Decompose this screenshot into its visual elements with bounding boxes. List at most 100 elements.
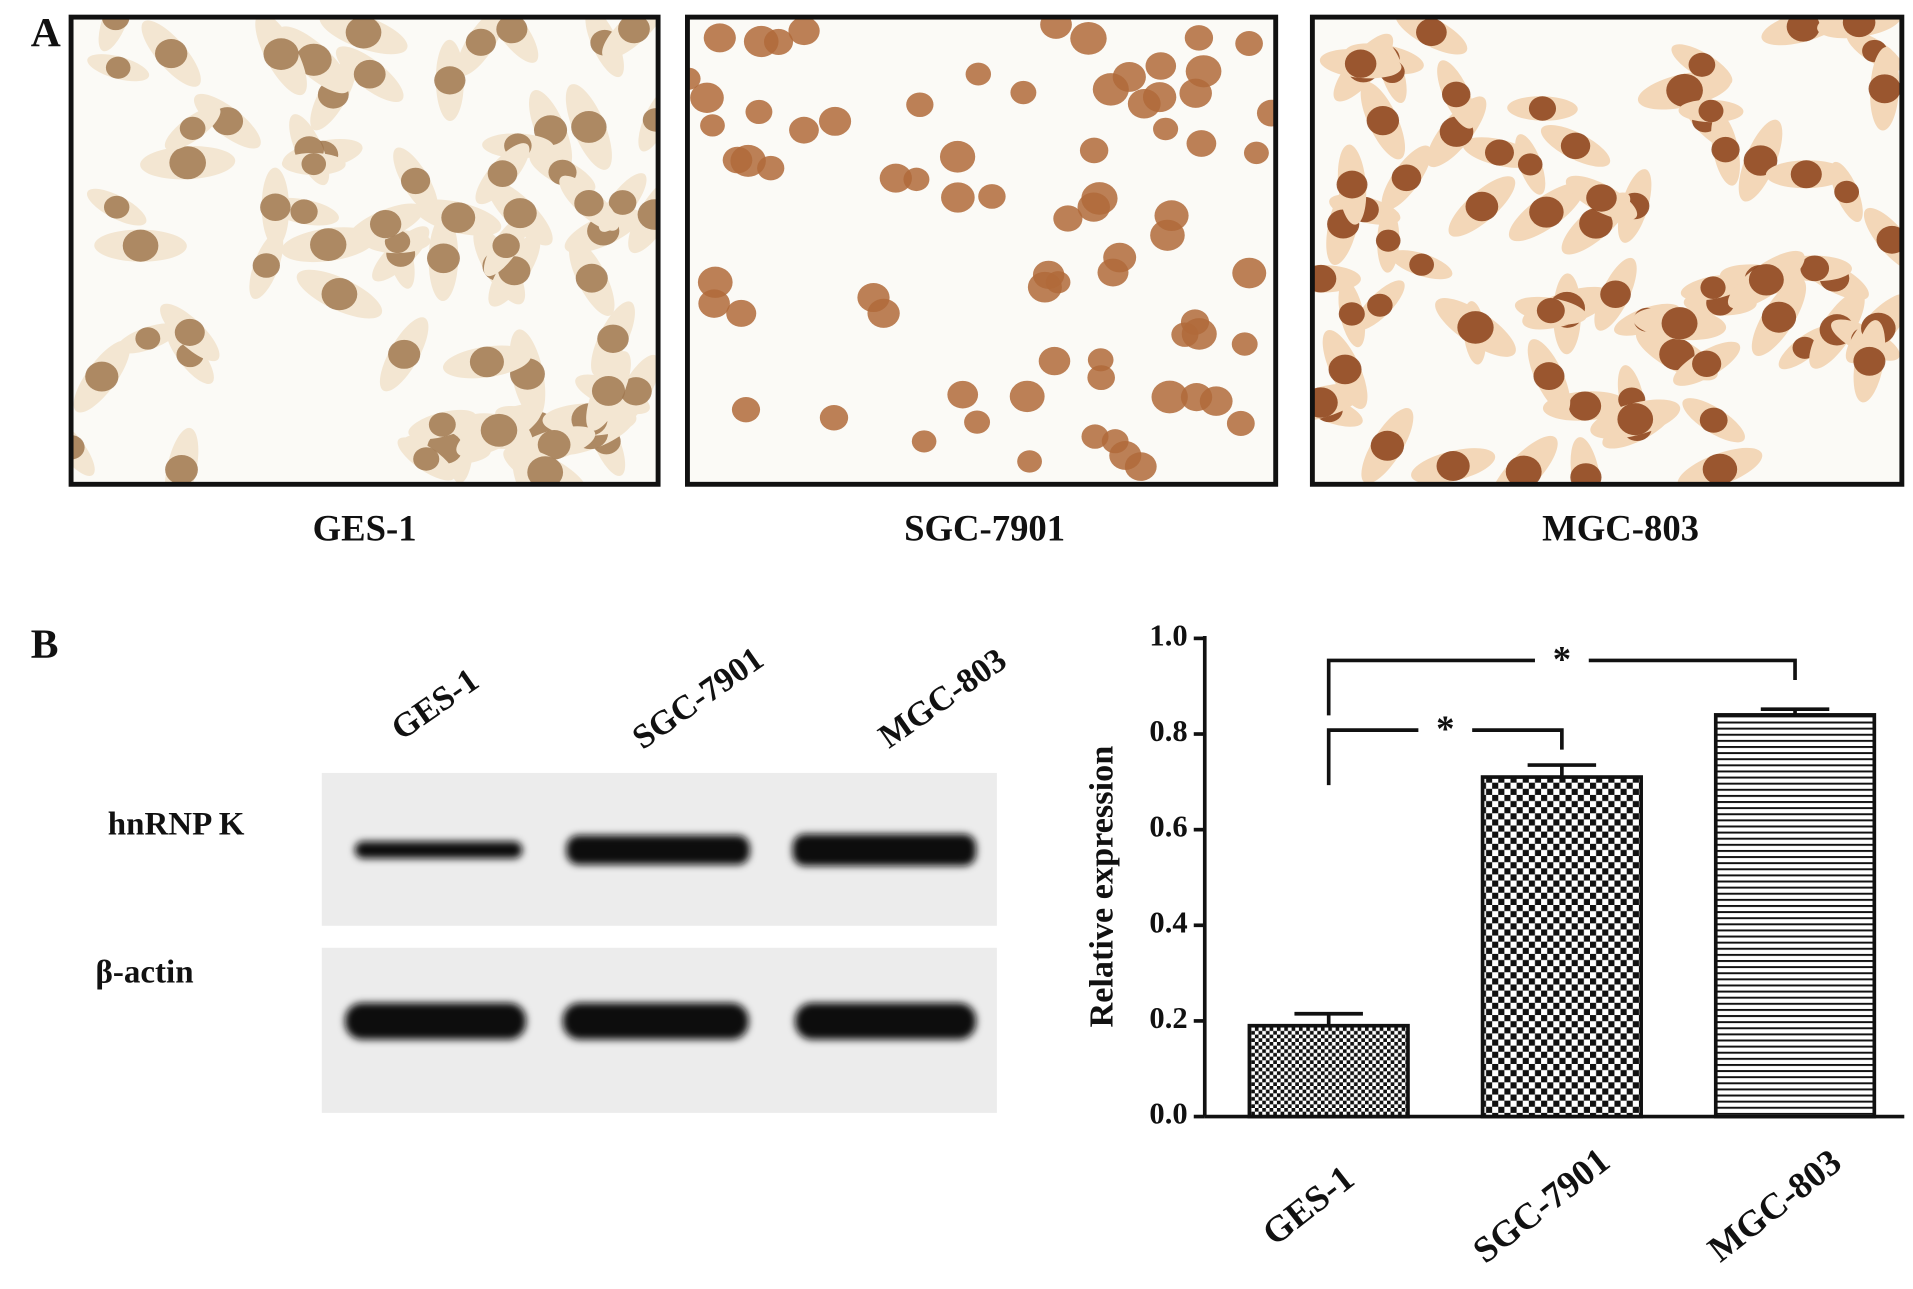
nucleus — [252, 253, 280, 278]
nucleus — [400, 167, 431, 195]
y-tick-label: 1.0 — [1149, 618, 1187, 652]
nucleus — [903, 167, 930, 192]
x-tick-label: SGC-7901 — [1465, 1139, 1617, 1270]
nucleus — [85, 361, 119, 392]
nucleus — [1661, 307, 1698, 340]
nucleus — [1231, 332, 1258, 356]
band — [566, 835, 750, 865]
nucleus — [1079, 137, 1109, 164]
nucleus — [135, 327, 161, 350]
nucleus — [1370, 430, 1405, 461]
nucleus — [165, 454, 198, 485]
nucleus — [1702, 453, 1738, 485]
nucleus — [697, 266, 733, 298]
nucleus — [295, 43, 332, 76]
nucleus — [703, 23, 736, 53]
x-tick-label: GES-1 — [1254, 1157, 1361, 1253]
nucleus — [427, 243, 460, 274]
nucleus — [413, 447, 440, 471]
nucleus — [537, 430, 571, 460]
nucleus — [1600, 280, 1631, 309]
nucleus — [1505, 455, 1542, 485]
nucleus — [1533, 362, 1565, 391]
nucleus — [911, 430, 937, 453]
nucleus — [1484, 139, 1514, 166]
nucleus — [1366, 106, 1400, 136]
micrograph — [68, 14, 661, 487]
nucleus — [1441, 81, 1471, 108]
nucleus — [947, 380, 979, 409]
nucleus — [1688, 52, 1716, 77]
nucleus — [1038, 346, 1071, 376]
nucleus — [745, 99, 773, 125]
nucleus — [1666, 73, 1703, 107]
nucleus — [487, 160, 518, 187]
y-tick-label: 0.8 — [1149, 714, 1187, 748]
nucleus — [1109, 441, 1142, 470]
nucleus — [1579, 208, 1613, 239]
nucleus — [1517, 153, 1543, 176]
nucleus — [879, 163, 912, 193]
micrograph-frame — [685, 14, 1279, 487]
panel-label: B — [31, 621, 59, 667]
nucleus — [169, 146, 206, 180]
nucleus — [1876, 225, 1902, 254]
nucleus — [1179, 78, 1212, 108]
nucleus — [1436, 451, 1470, 481]
nucleus — [1232, 257, 1267, 289]
bar — [1480, 775, 1643, 1119]
nucleus — [1790, 160, 1822, 189]
nucleus — [1692, 350, 1722, 377]
nucleus — [788, 17, 820, 46]
blot-row-label: β-actin — [96, 954, 194, 990]
nucleus — [492, 233, 520, 259]
significance-bracket — [1326, 658, 1797, 716]
y-tick-label: 0.4 — [1149, 905, 1187, 939]
nucleus — [867, 298, 900, 328]
nucleus — [1344, 49, 1377, 78]
nucleus — [1868, 74, 1901, 104]
nucleus — [465, 28, 496, 56]
nucleus — [574, 189, 604, 217]
nucleus — [1070, 21, 1107, 55]
nucleus — [575, 263, 608, 293]
nucleus — [1568, 391, 1602, 421]
nucleus — [965, 62, 992, 86]
nucleus — [1409, 253, 1434, 276]
nucleus — [1536, 298, 1565, 324]
nucleus — [1328, 354, 1362, 385]
lane-label: MGC-803 — [872, 641, 1014, 756]
nucleus — [1256, 99, 1276, 127]
nucleus — [591, 376, 626, 406]
nucleus — [388, 339, 421, 369]
nucleus — [122, 229, 159, 262]
nucleus — [1465, 191, 1499, 222]
nucleus — [260, 193, 291, 221]
nucleus — [789, 116, 819, 144]
nucleus — [1180, 383, 1213, 412]
nucleus — [105, 56, 131, 79]
significance-label: * — [1436, 708, 1454, 749]
lane-label: GES-1 — [384, 661, 485, 748]
nucleus — [1103, 242, 1137, 273]
nucleus — [1009, 380, 1045, 413]
nucleus — [618, 17, 650, 44]
nucleus — [939, 140, 976, 173]
nucleus — [608, 190, 637, 215]
y-axis-title: Relative expression — [1082, 746, 1120, 1028]
micrograph-frame — [68, 14, 661, 487]
nucleus — [1391, 164, 1422, 192]
nucleus — [104, 195, 130, 219]
nucleus — [1081, 424, 1109, 449]
nucleus — [1659, 338, 1695, 371]
micrographs: GES-1 SGC-7901 MGC-803 — [68, 14, 1905, 548]
significance-label: * — [1553, 638, 1571, 679]
nucleus — [1087, 348, 1114, 372]
nucleus — [345, 17, 382, 49]
nucleus — [1081, 182, 1118, 215]
nucleus — [978, 184, 1006, 209]
nucleus — [480, 413, 518, 447]
nucleus — [1698, 99, 1724, 123]
nucleus — [1834, 180, 1860, 204]
